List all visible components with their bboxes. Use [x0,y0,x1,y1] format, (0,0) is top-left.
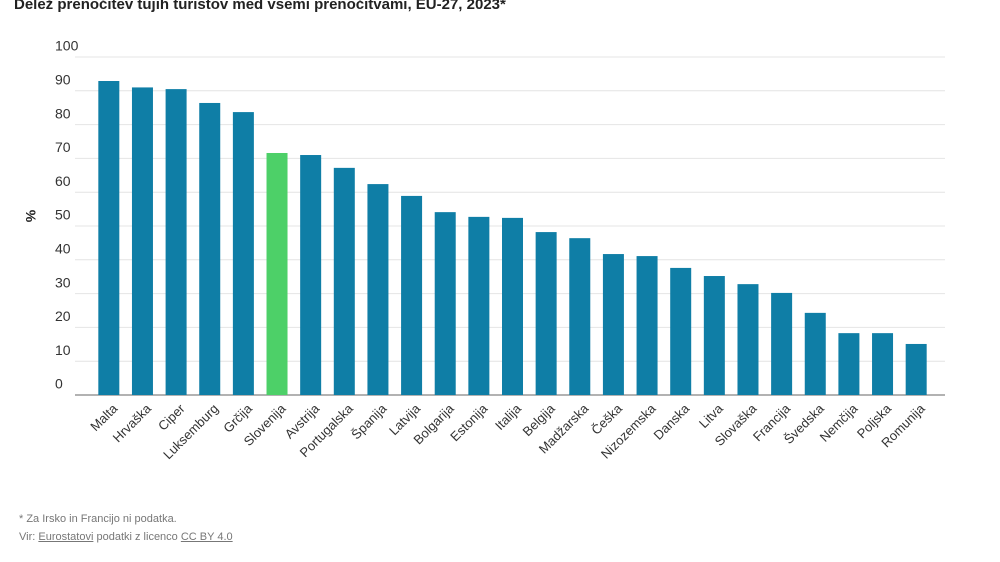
x-tick-label: Hrvaška [110,400,155,445]
chart-title: Delež prenočitev tujih turistov med vsem… [14,0,506,13]
bar [569,238,591,395]
bar [804,312,826,395]
y-tick-label: 40 [55,241,71,257]
bar [199,102,221,395]
y-tick-label: 70 [55,139,71,155]
license-link[interactable]: CC BY 4.0 [180,531,233,543]
bar [333,167,355,395]
y-tick-label: 0 [55,376,63,392]
y-tick-label: 100 [55,38,79,54]
footnote: * Za Irsko in Francijo ni podatka. [19,513,177,525]
bar [367,184,389,395]
source-link[interactable]: Eurostatovi [38,531,94,543]
bar [670,267,692,395]
x-tick-label: Litva [696,400,727,431]
y-tick-label: 20 [55,308,71,324]
bar [266,152,288,395]
source: Vir: Eurostatovi podatki z licenco CC BY… [19,528,233,546]
bar [602,254,624,395]
source-middle: podatki z licenco [96,531,178,543]
bar [300,155,322,395]
x-tick-label: Nemčija [817,400,861,444]
x-tick-label: Estonija [447,400,491,444]
bar [737,284,759,395]
source-prefix: Vir: [19,531,36,543]
y-tick-label: 90 [55,72,71,88]
bar [703,276,725,395]
notes: * Za Irsko in Francijo ni podatka. Vir: … [19,510,233,546]
bar [905,343,927,395]
bar [468,216,490,395]
bar [131,87,153,396]
y-tick-label: 60 [55,173,71,189]
bar [838,333,860,395]
bar [636,256,658,395]
bar [232,112,254,396]
y-tick-label: 30 [55,274,71,290]
y-tick-label: 80 [55,105,71,121]
bar [434,212,456,395]
x-tick-label: Danska [650,400,692,442]
bar [771,292,793,395]
chart: Delež prenočitev tujih turistov med vsem… [14,0,945,462]
bar [535,232,557,395]
y-axis-label: % [23,209,39,222]
y-tick-label: 50 [55,207,71,223]
x-tick-label: Španija [348,400,390,442]
bar [502,217,523,395]
y-tick-label: 10 [55,342,71,358]
bar [165,89,187,396]
bar [872,333,894,395]
bar [401,195,423,395]
bar [98,80,120,396]
